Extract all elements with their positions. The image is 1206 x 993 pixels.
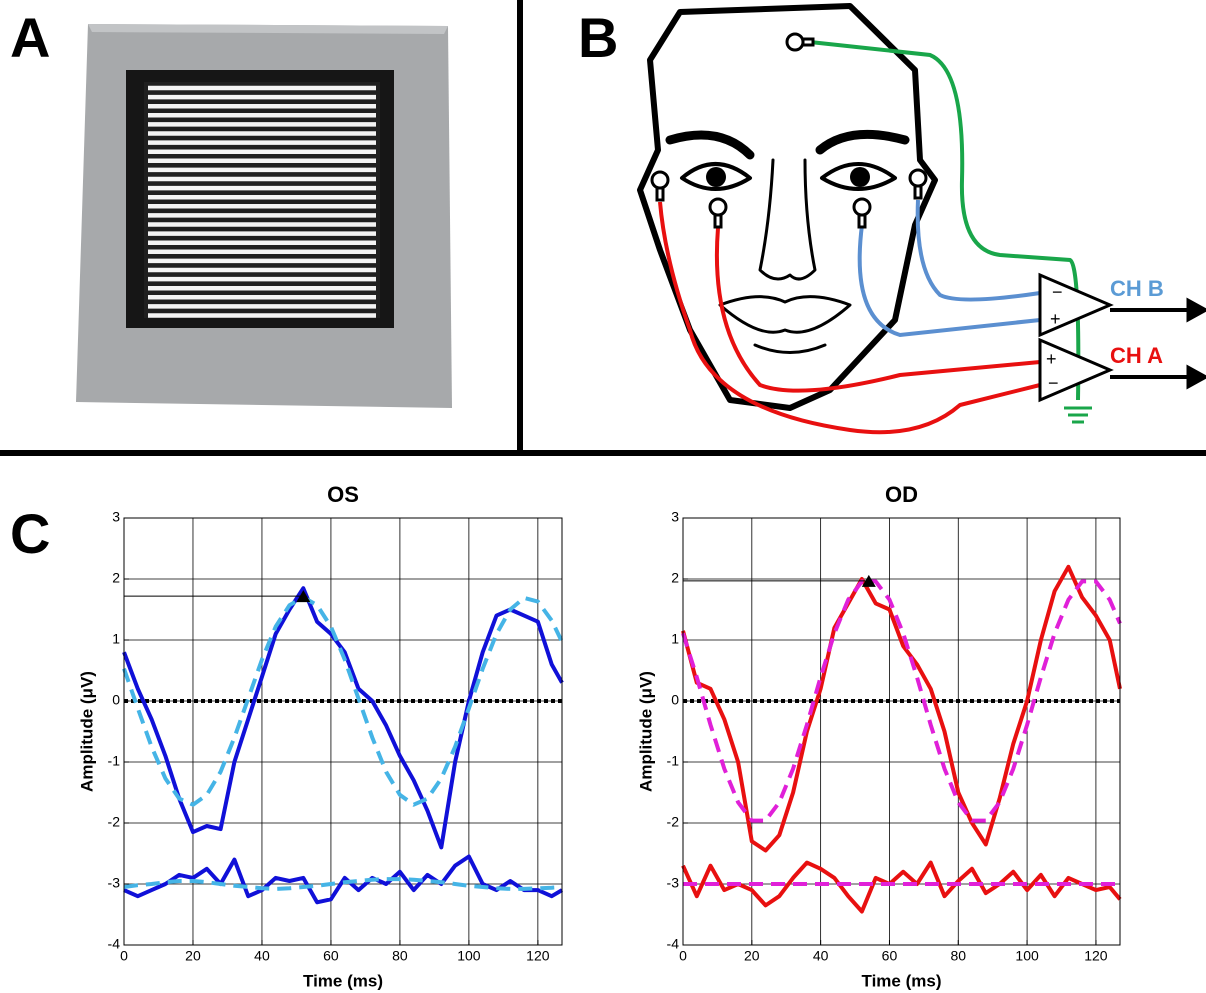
panel-label: A xyxy=(10,6,50,69)
y-tick-label: 0 xyxy=(112,692,120,708)
x-tick-label: 60 xyxy=(882,948,898,964)
x-tick-label: 40 xyxy=(813,948,829,964)
amplifiers: − + + − xyxy=(1038,272,1206,424)
x-axis-label: Time (ms) xyxy=(303,971,383,990)
panel-label: B xyxy=(578,6,618,69)
svg-text:−: − xyxy=(1052,282,1063,302)
x-tick-label: 0 xyxy=(679,948,687,964)
x-tick-label: 40 xyxy=(254,948,270,964)
svg-text:+: + xyxy=(1050,309,1061,329)
chart-title: OS xyxy=(327,482,359,507)
channel-label: CH B xyxy=(1110,276,1164,301)
peak-marker xyxy=(861,574,876,587)
y-tick-label: 3 xyxy=(671,509,679,525)
plot-area xyxy=(683,518,1120,945)
x-tick-label: 100 xyxy=(457,948,481,964)
y-tick-label: 2 xyxy=(671,570,679,586)
y-tick-label: -1 xyxy=(108,753,121,769)
y-tick-label: -4 xyxy=(108,936,121,952)
svg-text:+: + xyxy=(1046,349,1057,369)
y-tick-label: 2 xyxy=(112,570,120,586)
x-axis-label: Time (ms) xyxy=(862,971,942,990)
x-tick-label: 120 xyxy=(1084,948,1108,964)
x-tick-label: 60 xyxy=(323,948,339,964)
y-tick-label: 3 xyxy=(112,509,120,525)
y-tick-label: 1 xyxy=(671,631,679,647)
y-tick-label: -2 xyxy=(108,814,121,830)
stimulus-screen xyxy=(76,24,452,408)
x-tick-label: 20 xyxy=(185,948,201,964)
series-line xyxy=(681,579,1122,823)
svg-text:−: − xyxy=(1048,373,1059,393)
series-line xyxy=(681,860,1122,914)
x-tick-label: 0 xyxy=(120,948,128,964)
y-axis-label: Amplitude (μV) xyxy=(636,671,655,792)
y-tick-label: -2 xyxy=(667,814,680,830)
x-tick-label: 80 xyxy=(950,948,966,964)
x-tick-label: 120 xyxy=(526,948,550,964)
x-tick-label: 80 xyxy=(392,948,408,964)
electrodes xyxy=(650,32,928,229)
series-line xyxy=(122,586,564,850)
y-tick-label: 1 xyxy=(112,631,120,647)
x-tick-label: 20 xyxy=(744,948,760,964)
channel-label: CH A xyxy=(1110,343,1163,368)
y-tick-label: -3 xyxy=(108,875,121,891)
peak-marker xyxy=(296,590,311,603)
y-tick-label: -4 xyxy=(667,936,680,952)
face-diagram xyxy=(637,3,938,411)
wires xyxy=(658,40,1081,435)
y-axis-label: Amplitude (μV) xyxy=(77,671,96,792)
axes-frame xyxy=(123,517,563,946)
series-line xyxy=(122,595,564,807)
y-tick-label: -1 xyxy=(667,753,680,769)
series-line xyxy=(123,854,564,905)
chart-title: OD xyxy=(885,482,918,507)
panel-label: C xyxy=(10,502,50,565)
series-line xyxy=(681,564,1122,853)
y-tick-label: -3 xyxy=(667,875,680,891)
series-line xyxy=(123,877,563,891)
x-tick-label: 100 xyxy=(1015,948,1039,964)
y-tick-label: 0 xyxy=(671,692,679,708)
axes-frame xyxy=(682,517,1121,946)
